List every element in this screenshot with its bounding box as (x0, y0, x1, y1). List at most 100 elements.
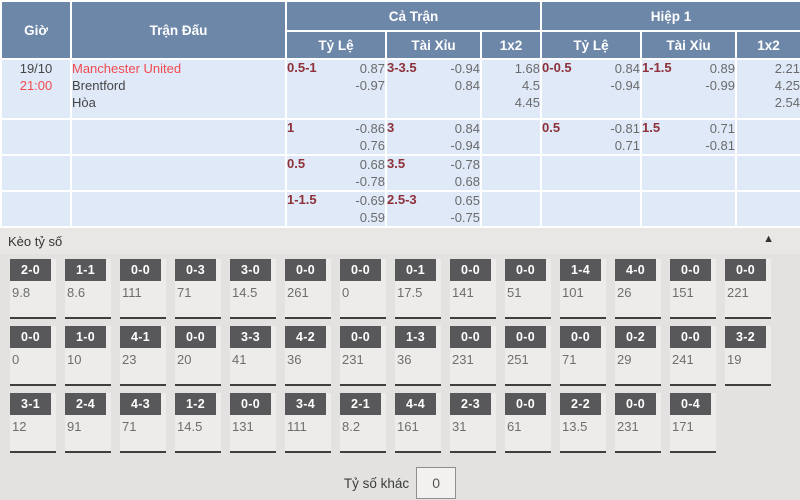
score-cell[interactable]: 3-4 111 (285, 393, 331, 453)
score-cell[interactable]: 0-0 231 (615, 393, 661, 453)
score-label[interactable]: 0-0 (505, 259, 546, 281)
odds-value[interactable]: -0.94 (610, 78, 641, 93)
score-label[interactable]: 3-1 (10, 393, 51, 415)
odds-value[interactable]: 0.87 (359, 61, 385, 76)
score-label[interactable]: 0-0 (120, 259, 161, 281)
score-label[interactable]: 0-0 (340, 259, 381, 281)
other-score-value-box[interactable]: 0 (416, 467, 457, 499)
odds-value[interactable]: -0.78 (450, 157, 480, 172)
odds-value[interactable]: 0.89 (709, 61, 736, 76)
odds-value[interactable]: 0.59 (359, 210, 385, 225)
score-cell[interactable]: 0-2 29 (615, 326, 661, 386)
score-cell[interactable]: 3-2 19 (725, 326, 771, 386)
collapse-arrow-icon[interactable]: ▲ (763, 233, 774, 245)
odds-value[interactable]: -0.69 (355, 193, 385, 208)
score-label[interactable]: 1-2 (175, 393, 216, 415)
score-cell[interactable]: 0-0 221 (725, 259, 771, 319)
odds-value[interactable]: 0.71 (614, 138, 641, 153)
score-cell[interactable]: 0-0 0 (10, 326, 56, 386)
score-cell[interactable]: 0-0 261 (285, 259, 331, 319)
score-cell[interactable]: 0-0 51 (505, 259, 551, 319)
score-label[interactable]: 4-3 (120, 393, 161, 415)
score-label[interactable]: 0-0 (560, 326, 601, 348)
score-label[interactable]: 2-4 (65, 393, 106, 415)
score-label[interactable]: 0-0 (615, 393, 656, 415)
score-label[interactable]: 0-0 (670, 326, 711, 348)
score-cell[interactable]: 1-4 101 (560, 259, 606, 319)
score-label[interactable]: 4-2 (285, 326, 326, 348)
score-cell[interactable]: 2-2 13.5 (560, 393, 606, 453)
score-label[interactable]: 0-0 (450, 326, 491, 348)
score-cell[interactable]: 0-0 151 (670, 259, 716, 319)
odds-value[interactable]: 0.76 (359, 138, 385, 153)
score-label[interactable]: 0-0 (725, 259, 766, 281)
odds-value[interactable]: -0.78 (355, 174, 385, 189)
score-label[interactable]: 0-3 (175, 259, 216, 281)
score-cell[interactable]: 1-3 36 (395, 326, 441, 386)
score-label[interactable]: 0-0 (340, 326, 381, 348)
score-cell[interactable]: 3-0 14.5 (230, 259, 276, 319)
score-cell[interactable]: 0-4 171 (670, 393, 716, 453)
score-cell[interactable]: 4-0 26 (615, 259, 661, 319)
score-label[interactable]: 3-0 (230, 259, 271, 281)
odds-value[interactable]: 0.84 (454, 121, 480, 136)
away-team[interactable]: Brentford (72, 78, 126, 93)
score-label[interactable]: 4-4 (395, 393, 436, 415)
score-label[interactable]: 1-4 (560, 259, 601, 281)
odds-value[interactable]: -0.81 (610, 121, 641, 136)
score-cell[interactable]: 0-0 0 (340, 259, 386, 319)
score-cell[interactable]: 0-0 241 (670, 326, 716, 386)
score-cell[interactable]: 0-0 61 (505, 393, 551, 453)
score-label[interactable]: 0-1 (395, 259, 436, 281)
score-label[interactable]: 2-2 (560, 393, 601, 415)
score-label[interactable]: 0-0 (505, 326, 546, 348)
odds-value[interactable]: -0.86 (355, 121, 385, 136)
score-label[interactable]: 4-0 (615, 259, 656, 281)
odds-value[interactable]: 0.68 (454, 174, 480, 189)
score-cell[interactable]: 4-1 23 (120, 326, 166, 386)
score-label[interactable]: 0-2 (615, 326, 656, 348)
odds-value[interactable]: 4.45 (514, 95, 541, 110)
odds-value[interactable]: 2.54 (774, 95, 800, 110)
score-cell[interactable]: 2-1 8.2 (340, 393, 386, 453)
score-label[interactable]: 0-0 (285, 259, 326, 281)
score-cell[interactable]: 1-1 8.6 (65, 259, 111, 319)
odds-value[interactable]: -0.75 (450, 210, 480, 225)
odds-value[interactable]: 0.71 (709, 121, 736, 136)
odds-value[interactable]: 2.21 (774, 61, 800, 76)
score-cell[interactable]: 4-2 36 (285, 326, 331, 386)
odds-value[interactable]: 0.84 (614, 61, 641, 76)
score-cell[interactable]: 2-3 31 (450, 393, 496, 453)
score-cell[interactable]: 1-2 14.5 (175, 393, 221, 453)
score-label[interactable]: 1-0 (65, 326, 106, 348)
odds-value[interactable]: 0.68 (359, 157, 385, 172)
home-team[interactable]: Manchester United (72, 61, 182, 76)
score-label[interactable]: 0-4 (670, 393, 711, 415)
score-label[interactable]: 2-1 (340, 393, 381, 415)
score-cell[interactable]: 3-3 41 (230, 326, 276, 386)
score-cell[interactable]: 2-4 91 (65, 393, 111, 453)
odds-value[interactable]: 0.65 (454, 193, 480, 208)
score-cell[interactable]: 0-0 71 (560, 326, 606, 386)
odds-value[interactable]: 4.5 (521, 78, 541, 93)
score-label[interactable]: 0-0 (450, 259, 491, 281)
score-cell[interactable]: 0-0 111 (120, 259, 166, 319)
score-cell[interactable]: 0-0 131 (230, 393, 276, 453)
score-cell[interactable]: 2-0 9.8 (10, 259, 56, 319)
odds-value[interactable]: 4.25 (774, 78, 800, 93)
score-label[interactable]: 0-0 (10, 326, 51, 348)
odds-value[interactable]: -0.81 (705, 138, 736, 153)
score-cell[interactable]: 0-3 71 (175, 259, 221, 319)
score-cell[interactable]: 0-1 17.5 (395, 259, 441, 319)
score-label[interactable]: 3-2 (725, 326, 766, 348)
score-cell[interactable]: 0-0 20 (175, 326, 221, 386)
odds-value[interactable]: -0.94 (450, 138, 480, 153)
score-label[interactable]: 0-0 (670, 259, 711, 281)
score-label[interactable]: 1-1 (65, 259, 106, 281)
score-label[interactable]: 2-3 (450, 393, 491, 415)
correct-score-header[interactable]: Kèo tỷ số ▲ (0, 228, 800, 254)
score-label[interactable]: 3-3 (230, 326, 271, 348)
odds-value[interactable]: -0.99 (705, 78, 736, 93)
score-label[interactable]: 2-0 (10, 259, 51, 281)
odds-value[interactable]: -0.97 (355, 78, 385, 93)
